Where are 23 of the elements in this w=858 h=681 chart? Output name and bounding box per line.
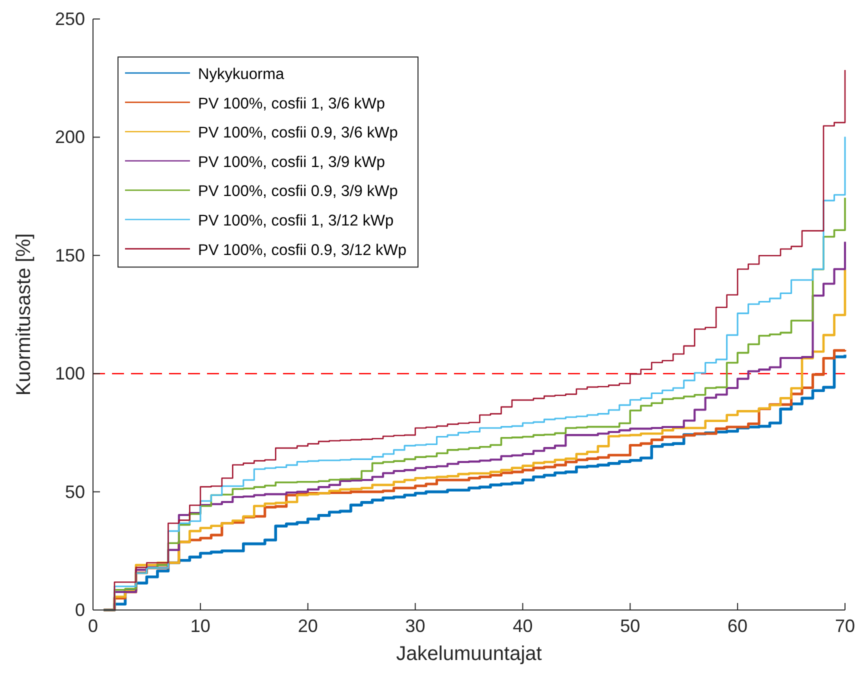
legend-label: PV 100%, cosfii 1, 3/12 kWp	[198, 212, 394, 230]
legend-label: PV 100%, cosfii 0.9, 3/12 kWp	[198, 242, 406, 259]
y-tick-label: 150	[54, 245, 85, 266]
x-tick-label: 0	[88, 616, 98, 636]
y-axis-title: Kuormitusaste [%]	[13, 233, 35, 396]
x-tick-label: 70	[834, 616, 856, 636]
y-tick-label: 100	[54, 364, 85, 384]
legend-label: PV 100%, cosfii 1, 3/6 kWp	[198, 95, 385, 112]
x-tick-label: 60	[728, 616, 748, 636]
legend-label: PV 100%, cosfii 0.9, 3/9 kWp	[198, 183, 398, 200]
y-tick-label: 200	[54, 127, 85, 148]
legend-label: Nykykuorma	[198, 66, 285, 83]
y-tick-label: 50	[64, 482, 85, 502]
legend-label: PV 100%, cosfii 1, 3/9 kWp	[198, 154, 385, 171]
x-tick-label: 10	[190, 616, 210, 636]
legend-label: PV 100%, cosfii 0.9, 3/6 kWp	[198, 124, 398, 142]
y-tick-label: 0	[74, 600, 85, 620]
x-tick-label: 50	[620, 616, 640, 636]
x-axis-title: Jakelumuuntajat	[396, 643, 542, 665]
x-tick-label: 40	[512, 616, 533, 636]
x-tick-label: 20	[298, 616, 318, 636]
x-tick-label: 30	[405, 616, 426, 636]
y-tick-label: 250	[54, 9, 85, 29]
